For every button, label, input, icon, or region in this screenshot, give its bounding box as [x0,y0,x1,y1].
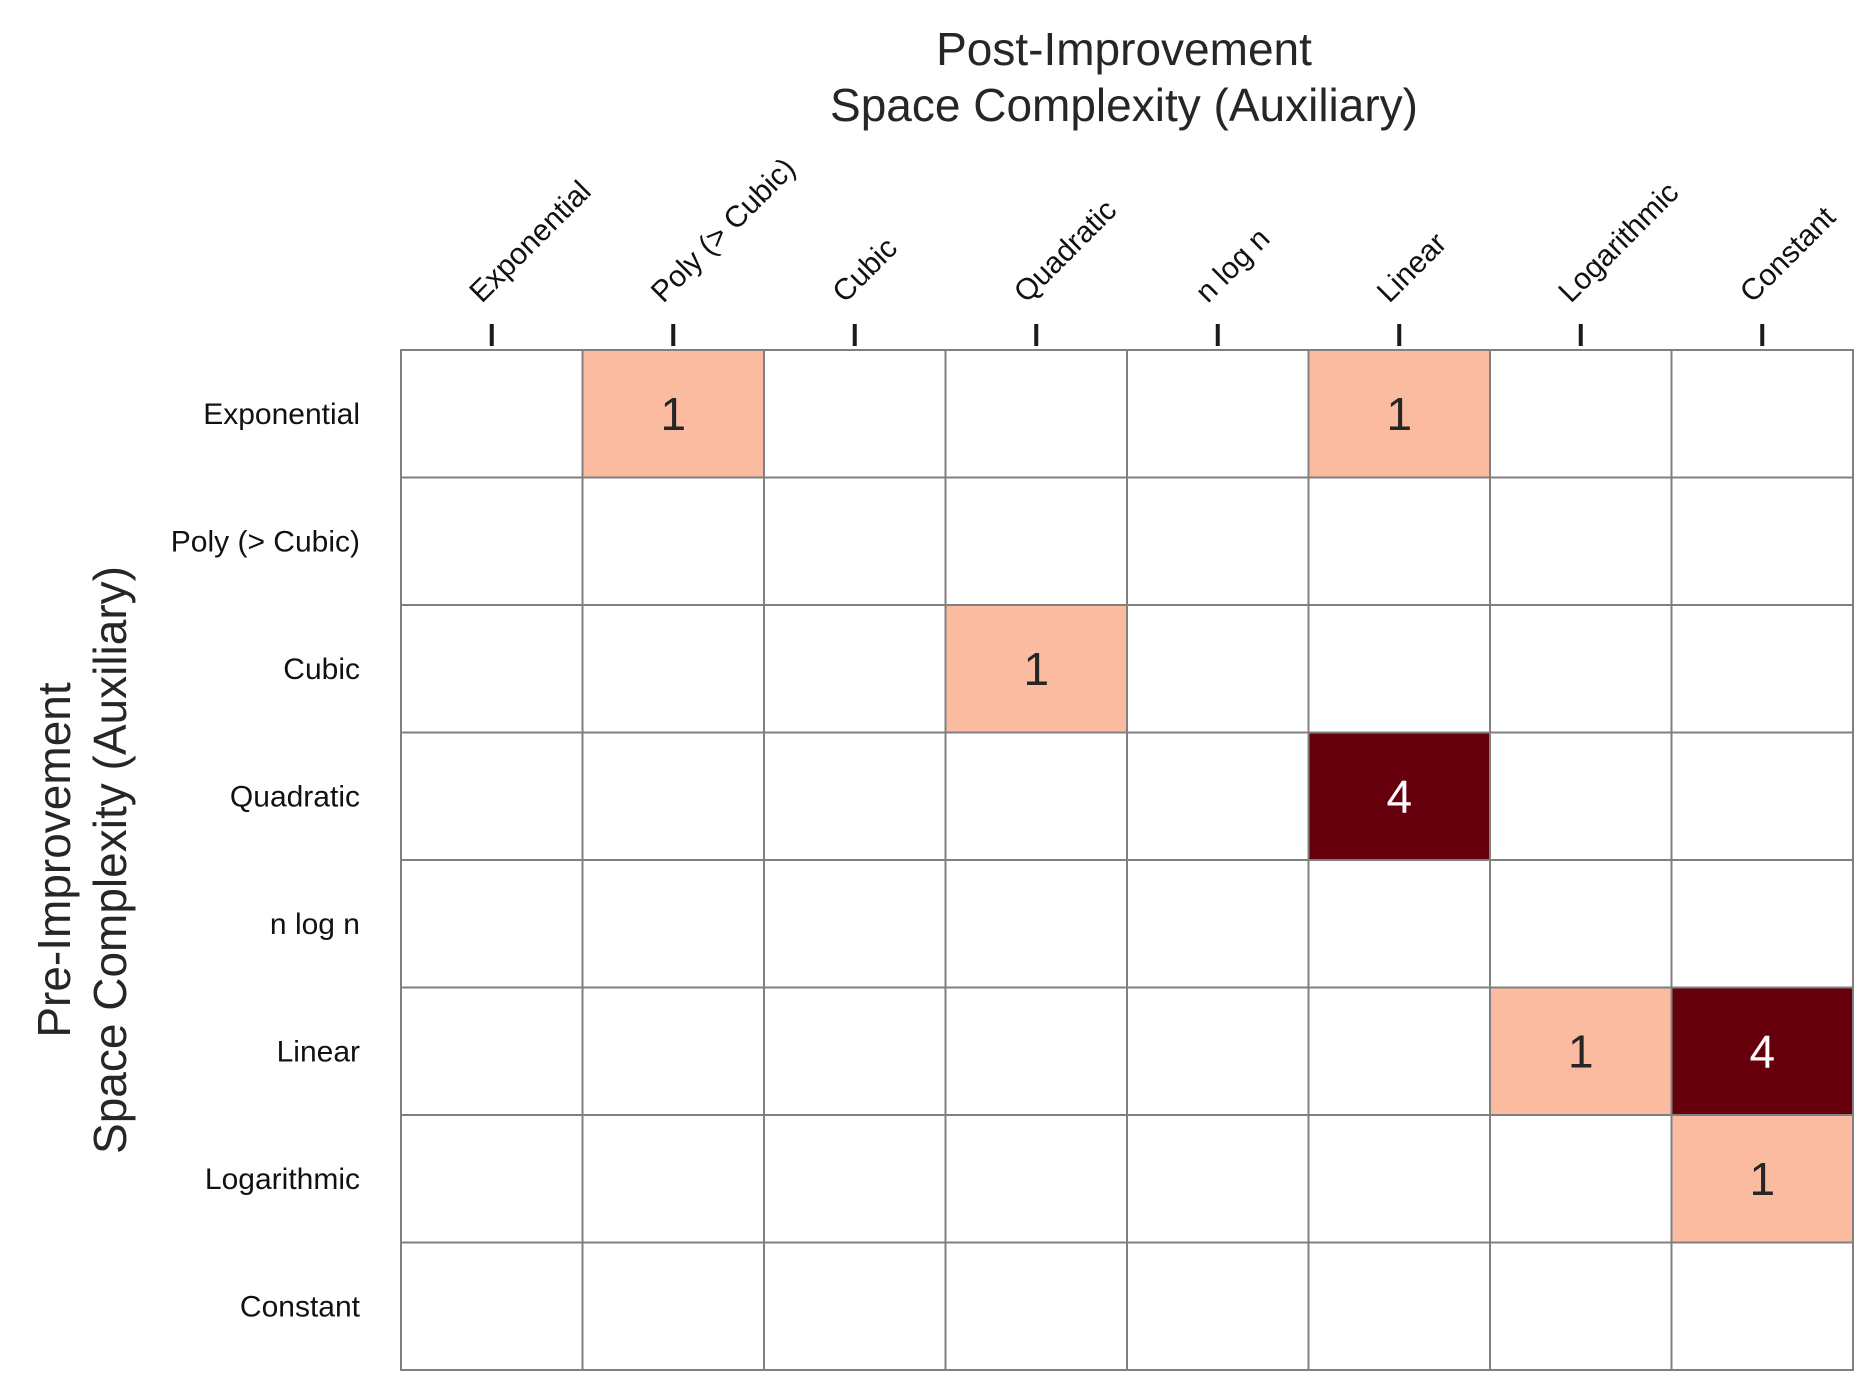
cell-value-label: 1 [1749,1153,1775,1205]
heatmap-cell [400,1241,584,1371]
heatmap-cell [400,349,584,479]
heatmap-cell [400,1114,584,1244]
heatmap-cell [1670,604,1854,734]
heatmap-cell [1126,986,1310,1116]
heatmap-cell [1307,349,1491,479]
y-tick-label: Cubic [283,653,360,686]
y-axis-title: Space Complexity (Auxiliary) [84,566,136,1154]
heatmap-cell [944,604,1128,734]
heatmap-cell [581,604,765,734]
heatmap-cell [1489,1241,1673,1371]
heatmap-cell [944,476,1128,606]
cell-value-label: 1 [660,388,686,440]
y-tick-label: n log n [270,908,360,941]
heatmap-cell [1670,986,1854,1116]
heatmap-cell [1489,986,1673,1116]
heatmap-cell [1126,604,1310,734]
heatmap-cell [400,859,584,989]
cell-value-label: 1 [1023,643,1049,695]
x-axis-ticks: Exponential Poly (> Cubic) Cubic Quadratic n… [463,152,1843,346]
heatmap-cell [944,349,1128,479]
cell-value-label: 1 [1386,388,1412,440]
x-tick-label: Linear [1371,227,1453,309]
heatmap-cell [1670,349,1854,479]
y-tick-label: Quadratic [230,780,360,813]
y-tick-label: Poly (> Cubic) [171,525,360,558]
x-tick-label: Quadratic [1008,194,1123,309]
heatmap-cell [1307,476,1491,606]
heatmap-cell [1307,1241,1491,1371]
heatmap-cell [1307,604,1491,734]
x-tick-label: Exponential [463,175,597,309]
y-tick-label: Exponential [203,398,360,431]
heatmap-cell [1670,731,1854,861]
heatmap-cell [763,859,947,989]
heatmap-cell [763,349,947,479]
heatmap-cell [1307,1114,1491,1244]
heatmap-cell [581,731,765,861]
x-tick-label: Cubic [826,231,904,309]
heatmap-cell [1489,476,1673,606]
x-tick-label: Poly (> Cubic) [645,152,802,309]
heatmap-cell [581,986,765,1116]
heatmap-cell [1126,731,1310,861]
heatmap-cell [944,859,1128,989]
heatmap-cell [1307,986,1491,1116]
cell-value-label: 4 [1749,1025,1775,1077]
heatmap-cell [400,476,584,606]
heatmap-cell [400,731,584,861]
y-tick-label: Constant [240,1290,361,1323]
heatmap-cell [581,349,765,479]
x-tick-label: n log n [1189,222,1276,309]
heatmap-cell [400,604,584,734]
heatmap-cell [763,731,947,861]
heatmap-cell [1126,1114,1310,1244]
heatmap-cell [1307,859,1491,989]
heatmap-cell [1307,731,1491,861]
heatmap-cell [763,604,947,734]
heatmap-cell [1126,476,1310,606]
x-axis-title: Space Complexity (Auxiliary) [830,79,1418,131]
x-tick-label: Logarithmic [1552,176,1685,309]
heatmap-cell [944,1241,1128,1371]
y-tick-label: Linear [277,1035,360,1068]
heatmap-cell [1126,349,1310,479]
heatmap-cell [581,859,765,989]
heatmap-cell [763,476,947,606]
heatmap-cell [763,1241,947,1371]
heatmap-cell [1670,476,1854,606]
heatmap-cell [1126,1241,1310,1371]
y-tick-label: Logarithmic [205,1163,360,1196]
cell-value-label: 4 [1386,770,1412,822]
x-axis-title: Post-Improvement [936,23,1312,75]
heatmap-cell [581,1241,765,1371]
heatmap-cell [581,476,765,606]
heatmap-cell [1489,349,1673,479]
heatmap-cell [400,986,584,1116]
heatmap-cell [763,1114,947,1244]
heatmap-cell [1126,859,1310,989]
cell-value-label: 1 [1568,1025,1594,1077]
cells-layer: 1 1 1 4 1 4 1 [400,349,1854,1371]
heatmap-cell [1670,1241,1854,1371]
heatmap-cell [1489,604,1673,734]
x-tick-label: Constant [1734,200,1843,309]
heatmap-cell [581,1114,765,1244]
y-axis-title: Pre-Improvement [28,682,80,1038]
heatmap-cell [944,731,1128,861]
heatmap-cell [1489,1114,1673,1244]
heatmap-cell [944,1114,1128,1244]
heatmap-cell [1489,859,1673,989]
heatmap-cell [1670,859,1854,989]
heatmap-cell [763,986,947,1116]
heatmap-cell [944,986,1128,1116]
heatmap-cell [1489,731,1673,861]
y-axis-ticks: Exponential Poly (> Cubic) Cubic Quadratic n… [171,398,361,1324]
